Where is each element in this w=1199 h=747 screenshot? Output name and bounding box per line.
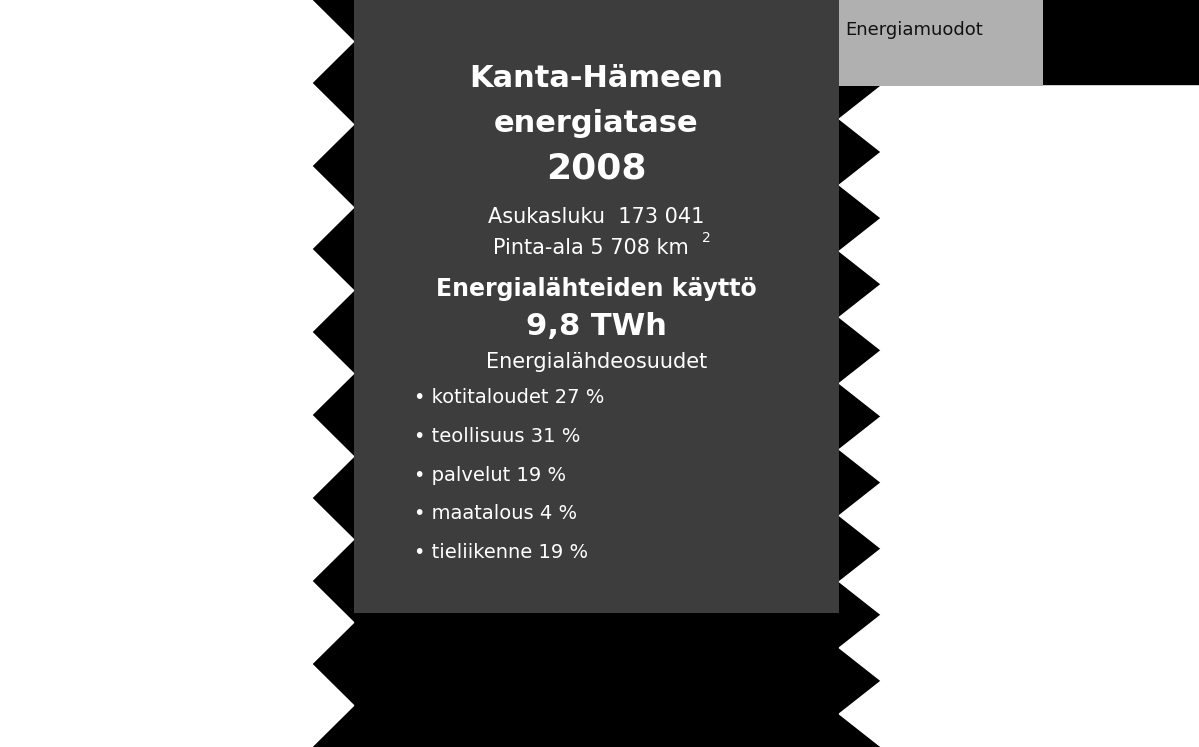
Text: • teollisuus 31 %: • teollisuus 31 % [414, 427, 580, 446]
Text: • kotitaloudet 27 %: • kotitaloudet 27 % [414, 388, 604, 407]
Text: • maatalous 4 %: • maatalous 4 % [414, 504, 577, 524]
Text: Pinta-ala 5 708 km: Pinta-ala 5 708 km [493, 238, 688, 258]
Text: Energialähdeosuudet: Energialähdeosuudet [486, 353, 707, 372]
Text: • palvelut 19 %: • palvelut 19 % [414, 465, 566, 485]
Text: energiatase: energiatase [494, 109, 699, 137]
Bar [839, 0, 1043, 86]
Text: 9,8 TWh: 9,8 TWh [526, 312, 667, 341]
Text: • tieliikenne 19 %: • tieliikenne 19 % [414, 543, 588, 562]
Text: Kanta-Hämeen: Kanta-Hämeen [470, 64, 723, 93]
Text: Primäärienergialähteet: Primäärienergialähteet [12, 21, 219, 39]
Text: Asukasluku  173 041: Asukasluku 173 041 [488, 207, 705, 226]
Polygon shape [0, 0, 354, 747]
Text: 2: 2 [703, 232, 711, 245]
Polygon shape [839, 86, 1199, 747]
Text: Energialähteiden käyttö: Energialähteiden käyttö [436, 277, 757, 301]
Text: 2008: 2008 [547, 151, 646, 185]
Bar [354, 0, 839, 613]
Text: Energiamuodot: Energiamuodot [845, 21, 983, 39]
